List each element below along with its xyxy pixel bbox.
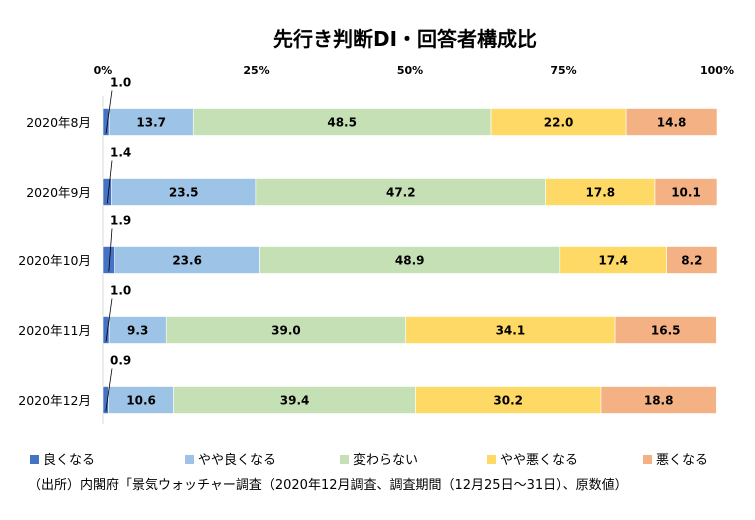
leader-line: [106, 160, 113, 204]
legend-label: 悪くなる: [656, 453, 708, 468]
x-tick-label: 100%: [700, 64, 734, 77]
bar-segment: [108, 386, 174, 414]
legend-swatch: [643, 455, 652, 464]
bar-segment: [405, 316, 616, 344]
data-label: 39.4: [280, 394, 310, 408]
data-label: 10.6: [126, 394, 156, 408]
category-label: 2020年11月: [18, 323, 91, 338]
data-label: 1.9: [110, 214, 131, 228]
data-label: 9.3: [127, 324, 148, 338]
data-label: 13.7: [136, 116, 166, 130]
chart-title: 先行き判断DI・回答者構成比: [273, 27, 537, 51]
data-label: 18.8: [644, 394, 674, 408]
bar-segment: [108, 108, 194, 136]
data-label: 16.5: [651, 324, 681, 338]
data-label: 39.0: [271, 324, 301, 338]
bar-segment: [545, 178, 656, 206]
x-tick-label: 0%: [94, 64, 113, 77]
leader-line: [105, 368, 113, 412]
legend-label: 良くなる: [43, 452, 95, 468]
bar-segment: [614, 316, 717, 344]
x-tick-label: 75%: [550, 64, 576, 77]
data-label: 1.4: [110, 146, 131, 160]
bar-segment: [490, 108, 627, 136]
x-tick-label: 50%: [397, 64, 423, 77]
data-label: 1.0: [110, 76, 131, 90]
leader-line: [105, 90, 113, 134]
bar-segment: [108, 316, 167, 344]
data-label: 17.8: [586, 186, 616, 200]
data-label: 1.0: [110, 284, 131, 298]
bar-segment: [415, 386, 602, 414]
bar-segment: [114, 246, 260, 274]
data-label: 0.9: [110, 354, 131, 368]
bar-segment: [654, 178, 718, 206]
bar-segment: [666, 246, 718, 274]
bars: [102, 108, 718, 414]
data-label: 17.4: [598, 254, 628, 268]
data-label: 34.1: [496, 324, 526, 338]
bar-segment: [192, 108, 492, 136]
bar-segment: [559, 246, 667, 274]
data-label: 30.2: [493, 394, 523, 408]
legend-swatch: [340, 455, 349, 464]
data-label: 22.0: [544, 116, 574, 130]
data-label: 48.9: [395, 254, 425, 268]
legend-label: 変わらない: [353, 452, 418, 468]
x-tick-label: 25%: [243, 64, 269, 77]
bar-segment: [165, 316, 407, 344]
legend-swatch: [30, 455, 39, 464]
data-label: 14.8: [657, 116, 687, 130]
category-label: 2020年9月: [26, 185, 91, 200]
data-label: 23.5: [169, 186, 199, 200]
bar-segment: [259, 246, 561, 274]
data-label: 23.6: [172, 254, 202, 268]
data-label: 8.2: [681, 254, 702, 268]
data-label: 48.5: [327, 116, 357, 130]
bar-segment: [625, 108, 718, 136]
category-label: 2020年10月: [18, 253, 91, 268]
category-axis: 2020年8月 2020年9月 2020年10月 2020年11月 2020年12月: [18, 115, 91, 408]
legend-swatch: [185, 455, 194, 464]
legend-label: やや悪くなる: [500, 453, 578, 468]
leader-line: [105, 298, 113, 342]
category-label: 2020年12月: [18, 393, 91, 408]
bar-segment: [600, 386, 717, 414]
legend-label: やや良くなる: [198, 452, 276, 468]
data-labels: 1.0 13.7 48.5 22.0 14.8 1.4 23.5 47.2 17.8 10.1 1.…: [105, 76, 702, 412]
legend: 良くなる やや良くなる 変わらない やや悪くなる 悪くなる: [30, 452, 708, 468]
data-label: 10.1: [671, 186, 701, 200]
source-note: （出所）内閣府「景気ウォッチャー調査（2020年12月調査、調査期間（12月25…: [28, 477, 628, 493]
leader-line: [108, 228, 113, 272]
category-label: 2020年8月: [26, 115, 91, 130]
legend-swatch: [487, 455, 496, 464]
data-label: 47.2: [386, 186, 416, 200]
